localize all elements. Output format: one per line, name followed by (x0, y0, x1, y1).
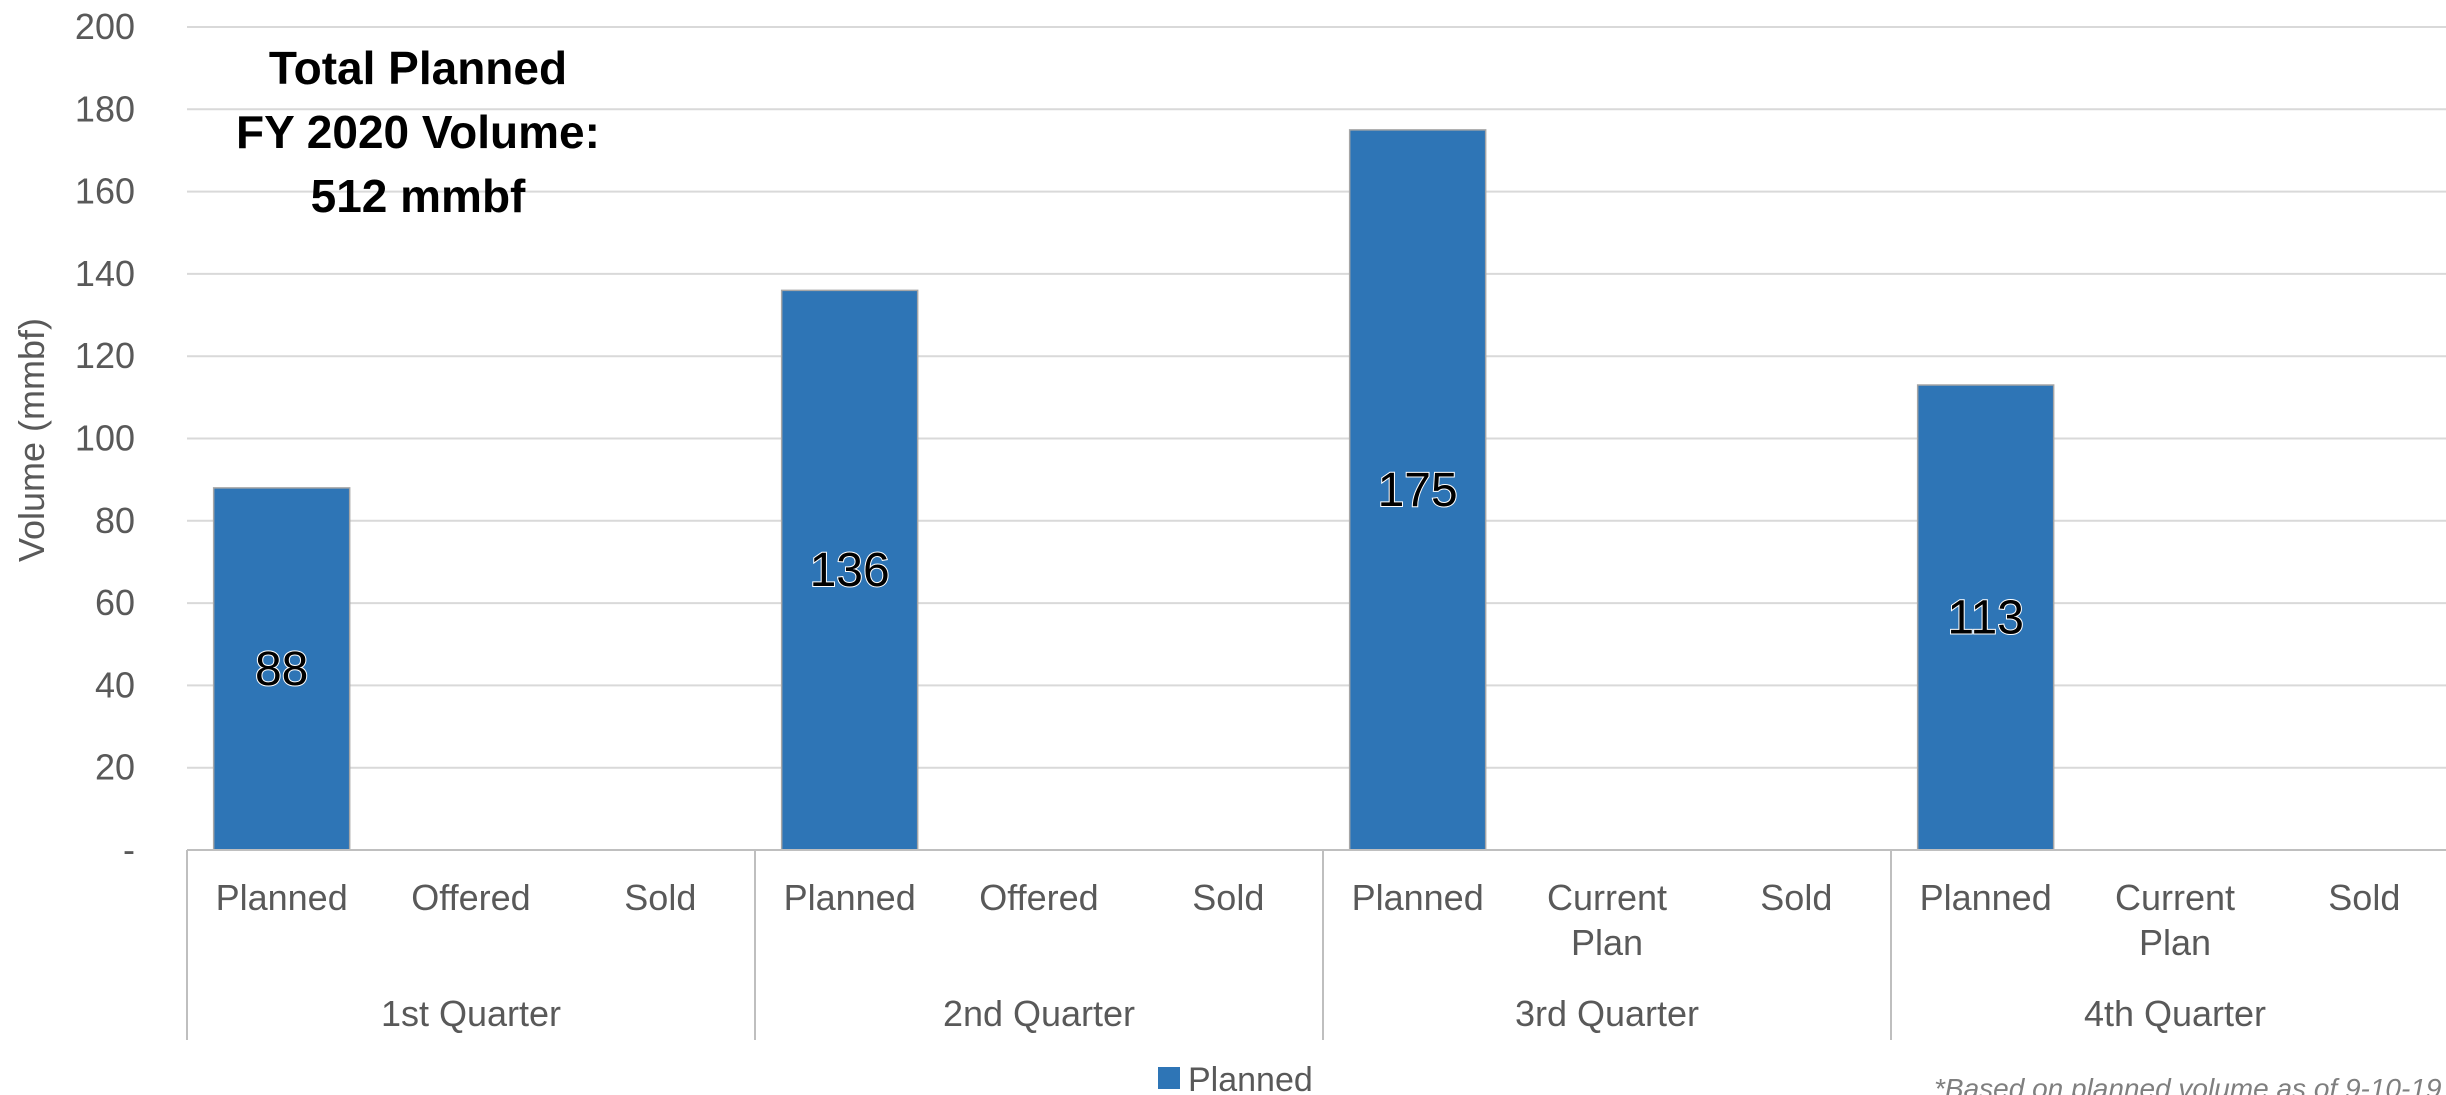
y-axis-ticks: - 20 40 60 80 100 120 140 160 180 200 (75, 6, 135, 870)
x-category-label: Planned (216, 877, 348, 918)
x-group-label: 3rd Quarter (1515, 993, 1699, 1034)
data-label: 113 (1947, 592, 2024, 645)
x-group-label: 2nd Quarter (943, 993, 1135, 1034)
x-category-label: Current Plan (1547, 877, 1667, 963)
data-label: 136 (810, 544, 890, 597)
x-category-label: Offered (979, 877, 1098, 918)
bar-planned (1916, 384, 2055, 851)
x-category-label: Current Plan (2115, 877, 2235, 963)
y-tick-label: 160 (75, 171, 135, 212)
legend-swatch-planned (1158, 1067, 1180, 1089)
callout-line-2: FY 2020 Volume: (236, 106, 600, 158)
y-tick-label: 40 (95, 664, 135, 705)
x-category-label: Sold (1760, 877, 1832, 918)
data-label: 88 (255, 643, 308, 696)
x-category-label: Sold (2328, 877, 2400, 918)
callout-line-3: 512 mmbf (311, 170, 526, 222)
y-tick-label: 140 (75, 253, 135, 294)
x-category-label: Planned (1352, 877, 1484, 918)
bars (212, 129, 2055, 851)
gridlines (187, 26, 2446, 769)
legend: Planned (1158, 1061, 1313, 1095)
y-tick-label: 20 (95, 747, 135, 788)
data-label: 175 (1378, 464, 1458, 517)
x-category-label: Planned (784, 877, 916, 918)
y-tick-label: 200 (75, 6, 135, 47)
x-category-label: Planned (1920, 877, 2052, 918)
value-labels: 88 136 175 113 (254, 463, 2025, 697)
bar-planned (780, 289, 919, 851)
y-tick-label: 100 (75, 418, 135, 459)
legend-label-planned: Planned (1188, 1061, 1313, 1095)
callout-line-1: Total Planned (269, 42, 567, 94)
y-tick-label: 180 (75, 88, 135, 129)
bar-planned (212, 487, 351, 851)
y-axis-title: Volume (mmbf) (11, 318, 52, 562)
x-category-label: Sold (624, 877, 696, 918)
total-volume-callout: Total Planned FY 2020 Volume: 512 mmbf (236, 42, 600, 222)
y-tick-label: 80 (95, 500, 135, 541)
x-category-label: Offered (411, 877, 530, 918)
y-tick-label: - (123, 829, 135, 870)
y-tick-label: 120 (75, 335, 135, 376)
x-group-label: 4th Quarter (2084, 993, 2266, 1034)
x-axis: Planned Offered Sold 1st Quarter Planned Offe… (186, 849, 2446, 1040)
y-tick-label: 60 (95, 582, 135, 623)
footnote: *Based on planned volume as of 9-10-19 (1934, 1073, 2441, 1095)
x-group-label: 1st Quarter (381, 993, 561, 1034)
x-category-label: Sold (1192, 877, 1264, 918)
